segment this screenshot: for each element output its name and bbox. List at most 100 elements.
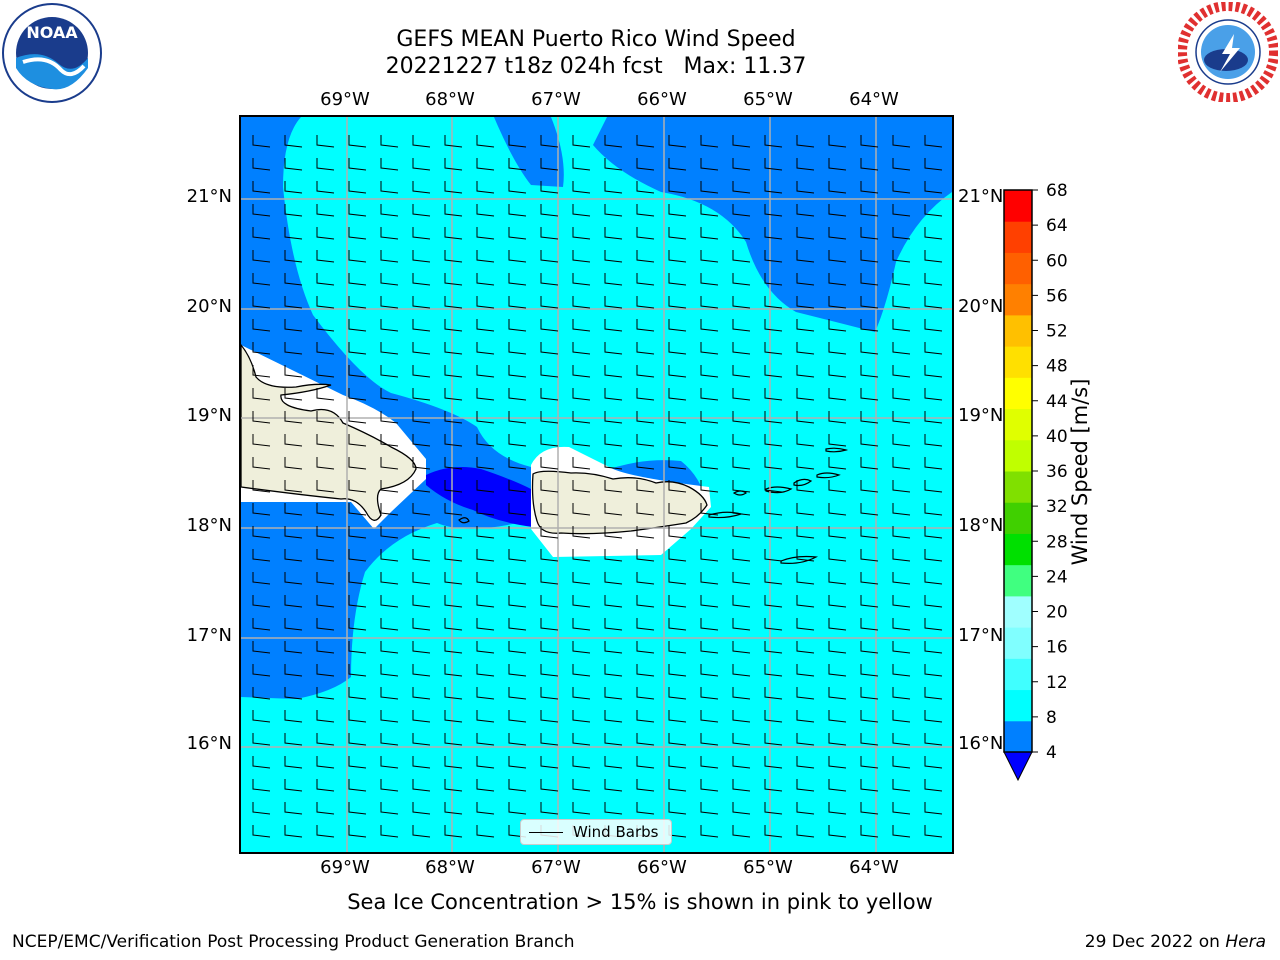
wind-barb xyxy=(796,480,815,493)
wind-barb xyxy=(924,503,943,516)
wind-barb xyxy=(412,480,431,493)
lat-label-left-20n: 20°N xyxy=(186,296,232,317)
wind-barb xyxy=(764,480,783,493)
wind-barb xyxy=(700,457,719,470)
wind-barb xyxy=(892,181,911,194)
wind-barb xyxy=(572,480,591,493)
wind-barb xyxy=(508,733,527,746)
wind-barb xyxy=(636,388,655,401)
wind-barb xyxy=(252,733,271,746)
wind-barb xyxy=(636,135,655,148)
wind-barb xyxy=(796,388,815,401)
lon-label-top-66w: 66°W xyxy=(637,89,687,110)
wind-barb xyxy=(796,342,815,355)
lon-label-bottom-67w: 67°W xyxy=(531,857,581,878)
wind-barb xyxy=(316,641,335,654)
wind-barb xyxy=(444,158,463,171)
wind-barb xyxy=(444,135,463,148)
wind-barb xyxy=(892,342,911,355)
wind-barb xyxy=(572,802,591,815)
wind-barb xyxy=(828,388,847,401)
wind-barb xyxy=(348,204,367,217)
wind-barb xyxy=(732,227,751,240)
wind-barb xyxy=(252,526,271,539)
wind-barb xyxy=(828,733,847,746)
wind-barb xyxy=(924,135,943,148)
wind-barb xyxy=(540,227,559,240)
wind-barb xyxy=(764,296,783,309)
wind-barb xyxy=(572,319,591,332)
wind-barb xyxy=(668,319,687,332)
wind-barb xyxy=(860,549,879,562)
wind-barb xyxy=(412,342,431,355)
wind-barb xyxy=(348,572,367,585)
wind-barb xyxy=(540,549,559,562)
wind-barb xyxy=(668,135,687,148)
wind-barb xyxy=(604,733,623,746)
wind-barb xyxy=(764,503,783,516)
wind-barb xyxy=(540,158,559,171)
wind-barb xyxy=(732,250,751,263)
lon-label-top-67w: 67°W xyxy=(531,89,581,110)
wind-barb xyxy=(604,756,623,769)
wind-barb xyxy=(636,572,655,585)
wind-barb xyxy=(700,319,719,332)
wind-barb xyxy=(796,227,815,240)
colorbar-swatch xyxy=(1004,502,1032,534)
wind-barb xyxy=(284,296,303,309)
wind-barb xyxy=(572,388,591,401)
wind-barb xyxy=(700,526,719,539)
wind-barb xyxy=(284,756,303,769)
wind-barb xyxy=(860,618,879,631)
wind-barb xyxy=(668,733,687,746)
wind-barb xyxy=(668,595,687,608)
wind-barb xyxy=(604,204,623,217)
wind-barb xyxy=(828,618,847,631)
wind-barb xyxy=(892,411,911,424)
wind-barb xyxy=(540,457,559,470)
wind-barb xyxy=(668,158,687,171)
wind-barb xyxy=(700,618,719,631)
wind-barb xyxy=(476,802,495,815)
wind-barb xyxy=(796,158,815,171)
wind-barb xyxy=(796,273,815,286)
wind-barb xyxy=(668,388,687,401)
wind-barb xyxy=(636,319,655,332)
wind-barb xyxy=(604,365,623,378)
wind-barb xyxy=(860,503,879,516)
wind-barb xyxy=(284,250,303,263)
wind-barb xyxy=(444,572,463,585)
wind-barb xyxy=(796,802,815,815)
wind-barb xyxy=(412,388,431,401)
wind-barb xyxy=(572,181,591,194)
wind-barb xyxy=(252,756,271,769)
wind-barb xyxy=(284,319,303,332)
wind-barb xyxy=(476,618,495,631)
wind-barb xyxy=(348,503,367,516)
map-legend: Wind Barbs xyxy=(520,819,672,845)
wind-barb xyxy=(924,365,943,378)
wind-barb xyxy=(636,756,655,769)
colorbar-tick-label: 40 xyxy=(1046,427,1068,447)
wind-barb xyxy=(700,641,719,654)
wind-barb xyxy=(284,641,303,654)
colorbar-tick-label: 36 xyxy=(1046,462,1068,482)
wind-barb xyxy=(860,756,879,769)
wind-barb xyxy=(412,434,431,447)
colorbar-swatch xyxy=(1004,533,1032,566)
wind-barb xyxy=(924,641,943,654)
land-st-thomas xyxy=(765,486,793,494)
wind-barb xyxy=(476,779,495,792)
wind-barb xyxy=(412,411,431,424)
colorbar-tick-label: 8 xyxy=(1046,708,1057,728)
wind-barb xyxy=(252,250,271,263)
colorbar-swatch xyxy=(1004,252,1032,285)
wind-barb xyxy=(860,779,879,792)
wind-barb xyxy=(316,572,335,585)
wind-barb xyxy=(284,802,303,815)
wind-barb xyxy=(508,710,527,723)
lon-label-bottom-65w: 65°W xyxy=(743,857,793,878)
wind-barb xyxy=(764,825,783,838)
wind-barb xyxy=(732,710,751,723)
wind-barb xyxy=(668,618,687,631)
